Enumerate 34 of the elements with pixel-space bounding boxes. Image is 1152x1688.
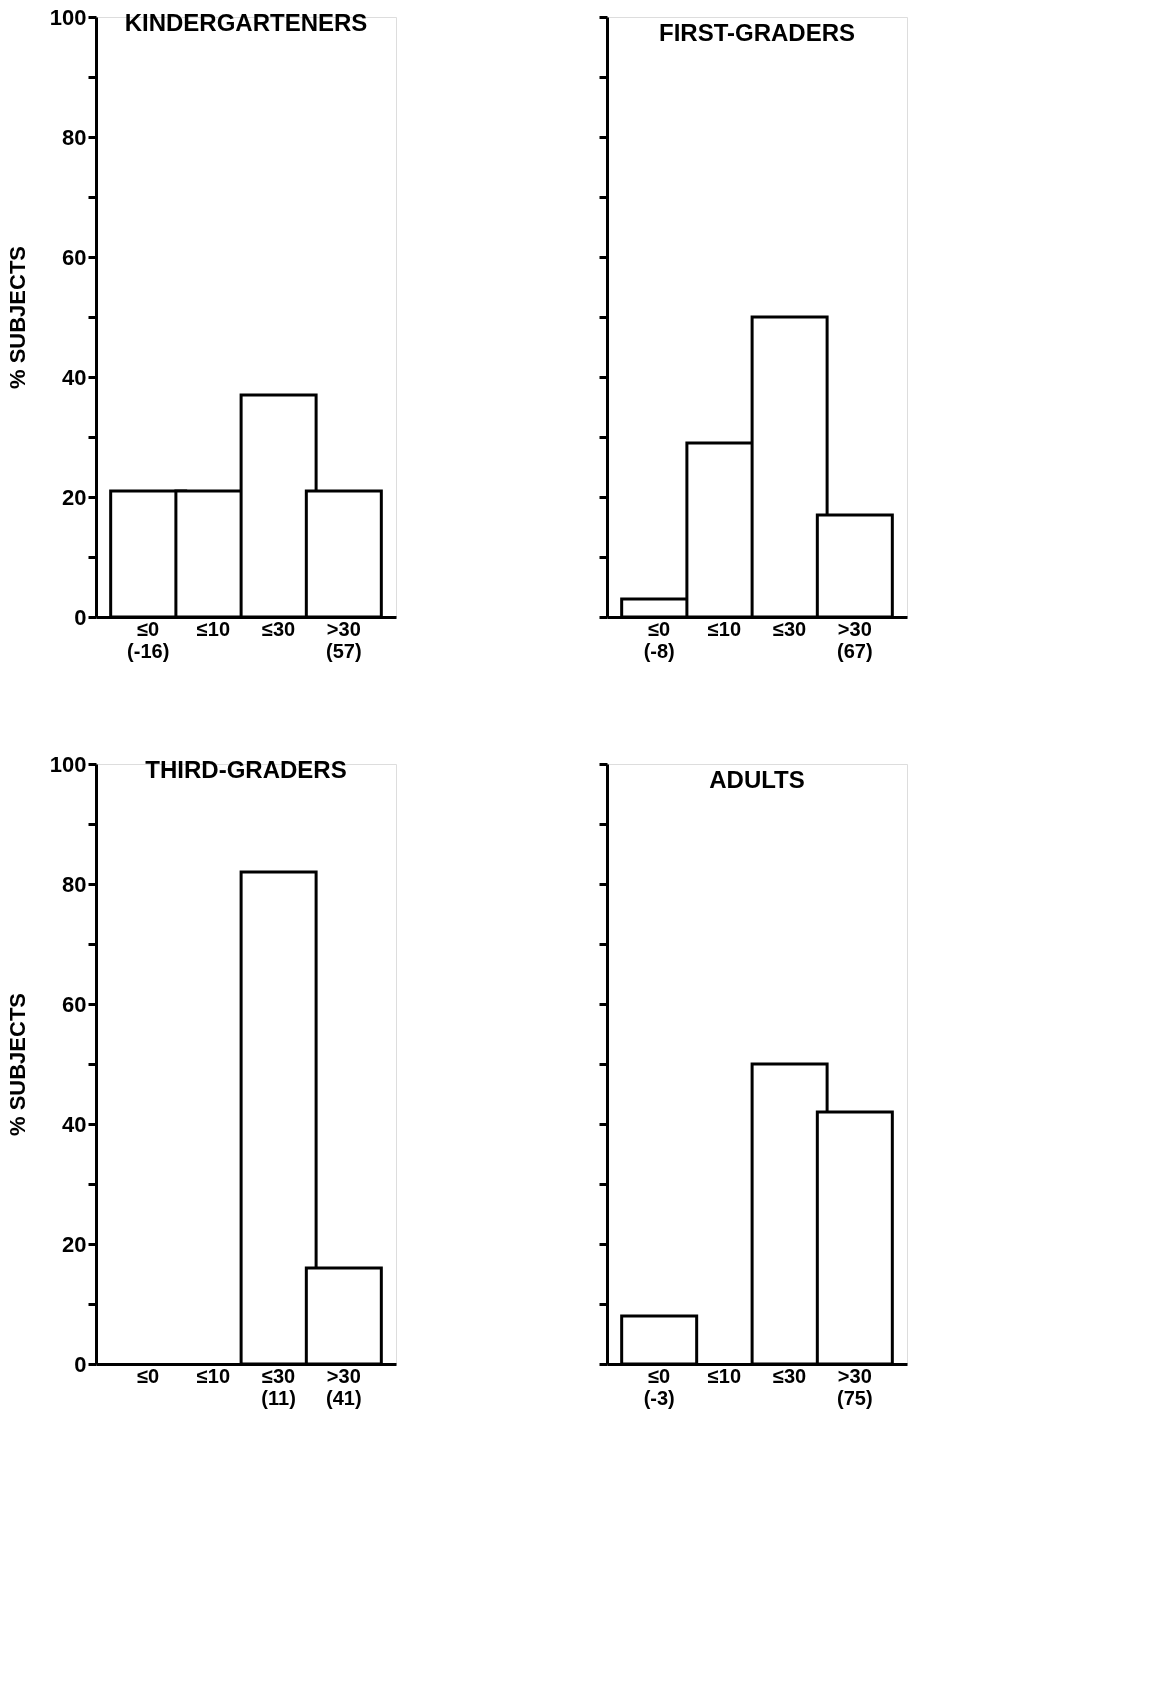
y-tick-label: 60 [62, 244, 87, 270]
x-tick-label: ≤10 [196, 1364, 231, 1387]
y-tick-label: 20 [62, 484, 87, 510]
x-tick-label: ≤0 (-16) [127, 617, 170, 662]
y-tick-label: 20 [62, 1231, 87, 1257]
y-tick-label: 80 [62, 871, 87, 897]
x-tick-label: >30 (75) [837, 1364, 873, 1409]
x-tick-label: >30 (41) [326, 1364, 362, 1409]
y-tick-label: 0 [74, 604, 87, 630]
y-tick-label: 80 [62, 124, 87, 150]
chart-title: KINDERGARTENERS [124, 9, 368, 36]
chart-title: THIRD-GRADERS [145, 756, 347, 783]
x-tick-label: ≤30 [261, 617, 296, 640]
x-tick-label: >30 (67) [837, 617, 873, 662]
y-tick-label: 60 [62, 991, 87, 1017]
y-tick-label: 0 [74, 1351, 87, 1377]
y-axis-title: % SUBJECTS [4, 992, 30, 1137]
x-tick-label: ≤0 [137, 1364, 160, 1387]
y-tick-label: 40 [62, 1111, 87, 1137]
x-tick-label: ≤10 [707, 1364, 742, 1387]
y-axis-title: % SUBJECTS [4, 245, 30, 390]
x-tick-label: ≤30 (11) [261, 1364, 296, 1409]
x-tick-label: ≤30 [772, 617, 807, 640]
y-tick-label: 100 [49, 751, 87, 777]
chart-title: ADULTS [709, 765, 805, 793]
x-tick-label: ≤0 (-3) [643, 1364, 675, 1409]
x-tick-label: >30 (57) [326, 617, 362, 662]
chart-title: FIRST-GRADERS [658, 18, 856, 46]
x-tick-label: ≤10 [707, 617, 742, 640]
y-tick-label: 100 [49, 4, 87, 30]
x-tick-label: ≤10 [196, 617, 231, 640]
x-tick-label: ≤30 [772, 1364, 807, 1387]
y-tick-label: 40 [62, 364, 87, 390]
x-tick-label: ≤0 (-8) [643, 617, 675, 662]
